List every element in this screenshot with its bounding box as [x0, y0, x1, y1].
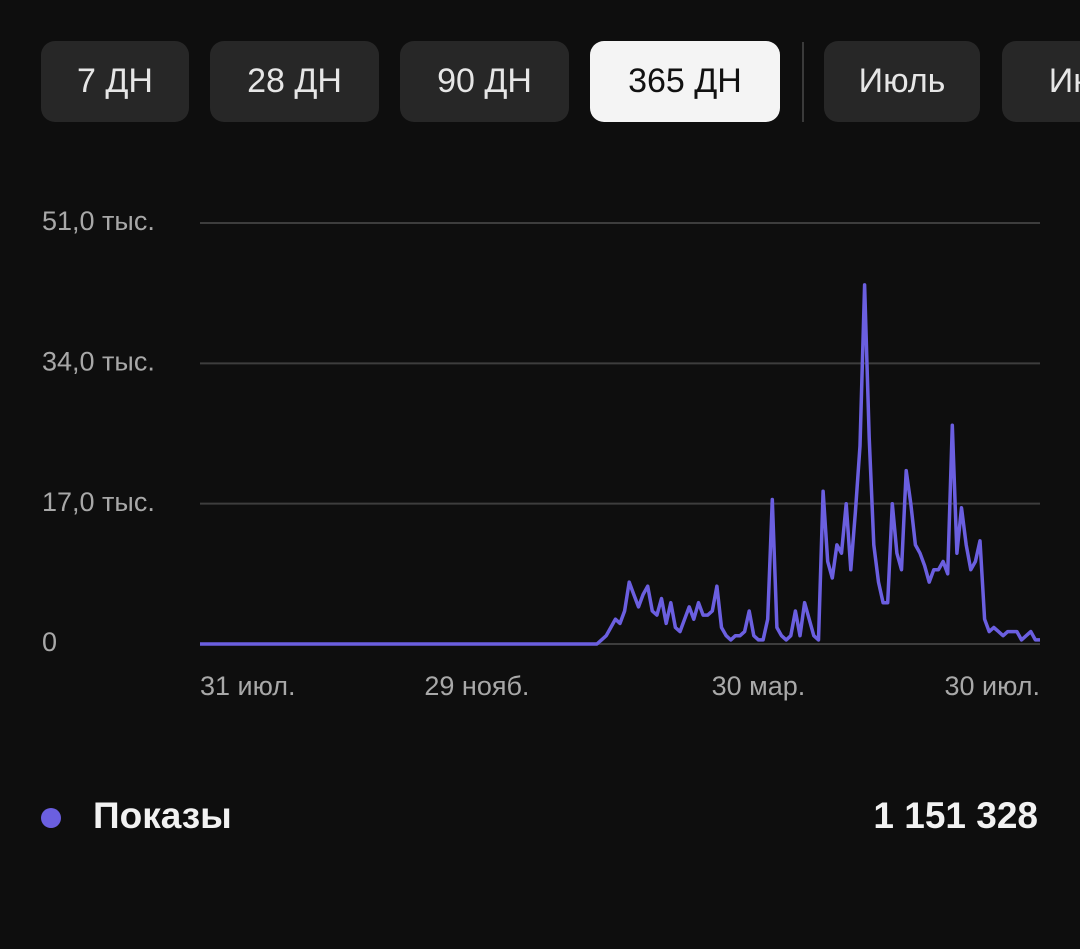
y-tick-label: 51,0 тыс.: [42, 206, 155, 236]
tab-label[interactable]: Июнь: [1049, 62, 1080, 100]
y-tick-label: 17,0 тыс.: [42, 487, 155, 517]
legend-total: 1 151 328: [873, 795, 1038, 836]
tab-button[interactable]: [41, 41, 189, 122]
tab-button[interactable]: [210, 41, 379, 122]
tab-label[interactable]: 90 ДН: [437, 62, 532, 100]
legend-dot: [41, 808, 61, 828]
tab-label[interactable]: 7 ДН: [77, 62, 153, 100]
y-tick-label: 0: [42, 627, 57, 657]
tab-button[interactable]: [1002, 41, 1080, 122]
x-tick-label: 30 июл.: [944, 671, 1040, 701]
tab-label[interactable]: Июль: [859, 62, 946, 100]
tab-button[interactable]: [590, 41, 780, 122]
data-line: [200, 283, 1040, 646]
tab-label[interactable]: 365 ДН: [628, 62, 742, 100]
tab-button[interactable]: [824, 41, 980, 122]
legend-label: Показы: [93, 795, 232, 836]
x-tick-label: 30 мар.: [712, 671, 806, 701]
tab-label[interactable]: 28 ДН: [247, 62, 342, 100]
x-tick-label: 29 нояб.: [424, 671, 529, 701]
y-tick-label: 34,0 тыс.: [42, 346, 155, 376]
x-tick-label: 31 июл.: [200, 671, 296, 701]
tab-button[interactable]: [400, 41, 569, 122]
